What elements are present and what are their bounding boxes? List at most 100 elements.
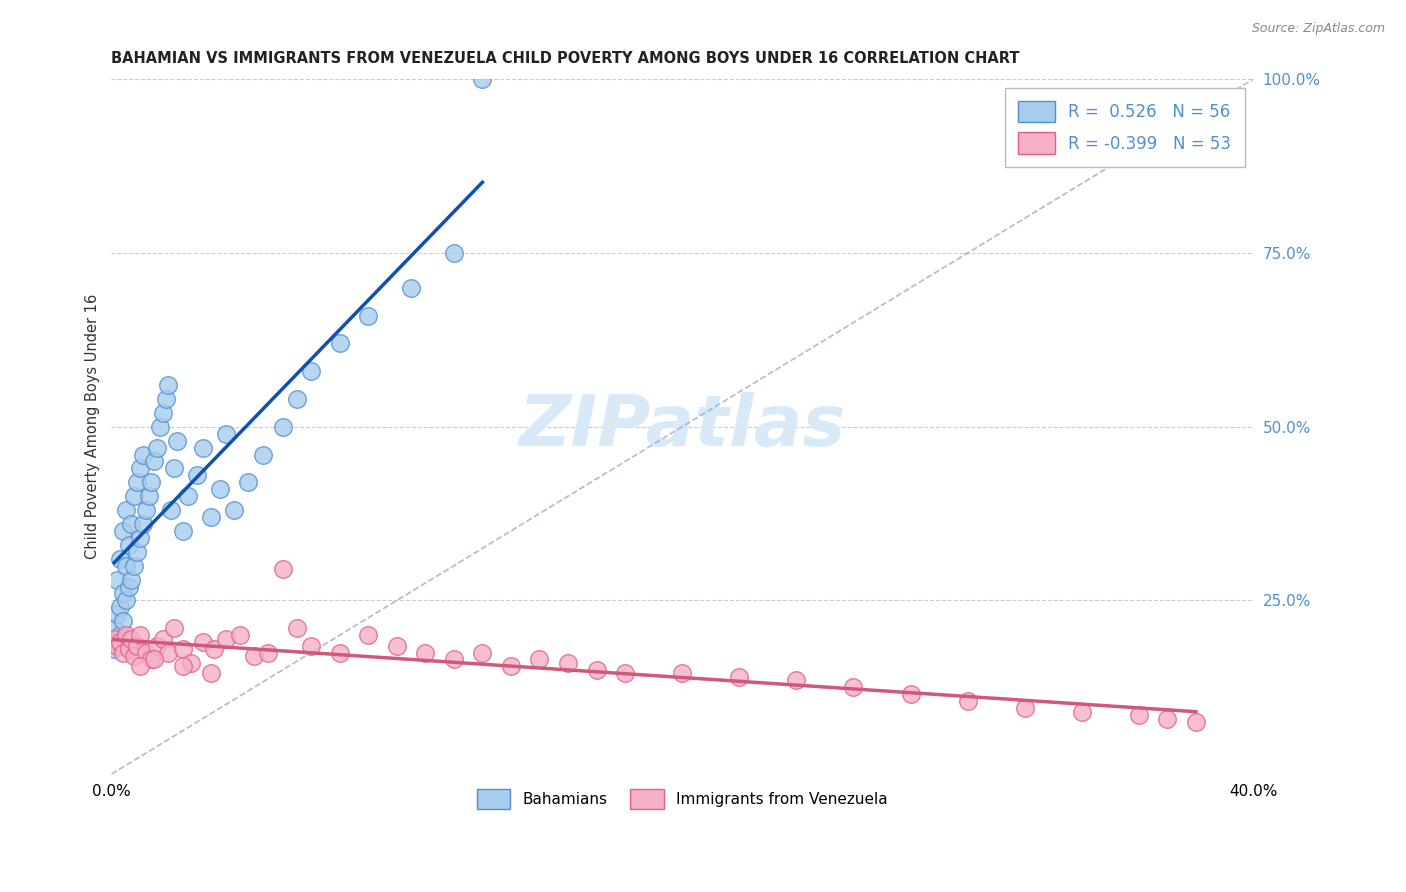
Point xyxy=(842,680,865,694)
Point xyxy=(105,635,128,649)
Point xyxy=(105,607,128,622)
Point xyxy=(157,646,180,660)
Point xyxy=(152,632,174,646)
Point xyxy=(186,468,208,483)
Point xyxy=(671,666,693,681)
Point xyxy=(129,659,152,673)
Point xyxy=(127,545,149,559)
Point xyxy=(143,454,166,468)
Point xyxy=(900,687,922,701)
Point xyxy=(135,503,157,517)
Point xyxy=(155,392,177,406)
Point xyxy=(114,593,136,607)
Point xyxy=(166,434,188,448)
Point xyxy=(111,524,134,538)
Point xyxy=(229,628,252,642)
Point xyxy=(214,426,236,441)
Point xyxy=(141,475,163,490)
Point xyxy=(105,639,128,653)
Point xyxy=(122,489,145,503)
Point xyxy=(252,448,274,462)
Point xyxy=(127,639,149,653)
Point xyxy=(443,246,465,260)
Point xyxy=(172,642,194,657)
Point xyxy=(285,621,308,635)
Point xyxy=(117,642,139,657)
Point xyxy=(132,516,155,531)
Point xyxy=(585,663,607,677)
Point xyxy=(129,628,152,642)
Point xyxy=(415,646,437,660)
Point xyxy=(105,573,128,587)
Point xyxy=(132,448,155,462)
Point xyxy=(1014,701,1036,715)
Point xyxy=(785,673,807,688)
Point xyxy=(180,656,202,670)
Point xyxy=(728,670,751,684)
Point xyxy=(399,281,422,295)
Point xyxy=(200,510,222,524)
Point xyxy=(329,646,352,660)
Point xyxy=(108,635,131,649)
Point xyxy=(117,580,139,594)
Point xyxy=(111,586,134,600)
Point xyxy=(114,558,136,573)
Point xyxy=(108,628,131,642)
Point xyxy=(103,642,125,657)
Point xyxy=(103,621,125,635)
Point xyxy=(111,646,134,660)
Point xyxy=(114,503,136,517)
Text: ZIPatlas: ZIPatlas xyxy=(519,392,846,461)
Point xyxy=(152,406,174,420)
Point xyxy=(120,516,142,531)
Point xyxy=(471,72,494,87)
Point xyxy=(224,503,246,517)
Y-axis label: Child Poverty Among Boys Under 16: Child Poverty Among Boys Under 16 xyxy=(86,294,100,559)
Point xyxy=(557,656,579,670)
Point xyxy=(299,639,322,653)
Point xyxy=(108,551,131,566)
Point xyxy=(202,642,225,657)
Point xyxy=(271,562,294,576)
Point xyxy=(208,483,231,497)
Point xyxy=(357,628,380,642)
Point xyxy=(191,635,214,649)
Point xyxy=(200,666,222,681)
Point xyxy=(1185,714,1208,729)
Point xyxy=(108,600,131,615)
Point xyxy=(191,441,214,455)
Point xyxy=(443,652,465,666)
Point xyxy=(1128,708,1150,723)
Point xyxy=(122,558,145,573)
Point xyxy=(1070,705,1092,719)
Legend: Bahamians, Immigrants from Venezuela: Bahamians, Immigrants from Venezuela xyxy=(471,783,894,815)
Point xyxy=(114,628,136,642)
Point xyxy=(614,666,637,681)
Point xyxy=(329,336,352,351)
Point xyxy=(499,659,522,673)
Point xyxy=(160,503,183,517)
Point xyxy=(238,475,260,490)
Point xyxy=(1156,712,1178,726)
Point xyxy=(122,648,145,663)
Point xyxy=(117,538,139,552)
Point xyxy=(146,441,169,455)
Point xyxy=(120,573,142,587)
Point xyxy=(214,632,236,646)
Point xyxy=(138,489,160,503)
Point xyxy=(103,632,125,646)
Point xyxy=(163,621,186,635)
Point xyxy=(143,652,166,666)
Text: BAHAMIAN VS IMMIGRANTS FROM VENEZUELA CHILD POVERTY AMONG BOYS UNDER 16 CORRELAT: BAHAMIAN VS IMMIGRANTS FROM VENEZUELA CH… xyxy=(111,51,1019,66)
Point xyxy=(129,461,152,475)
Text: Source: ZipAtlas.com: Source: ZipAtlas.com xyxy=(1251,22,1385,36)
Point xyxy=(172,659,194,673)
Point xyxy=(385,639,408,653)
Point xyxy=(271,419,294,434)
Point xyxy=(149,419,172,434)
Point xyxy=(299,364,322,378)
Point xyxy=(956,694,979,708)
Point xyxy=(257,646,280,660)
Point xyxy=(163,461,186,475)
Point xyxy=(111,614,134,628)
